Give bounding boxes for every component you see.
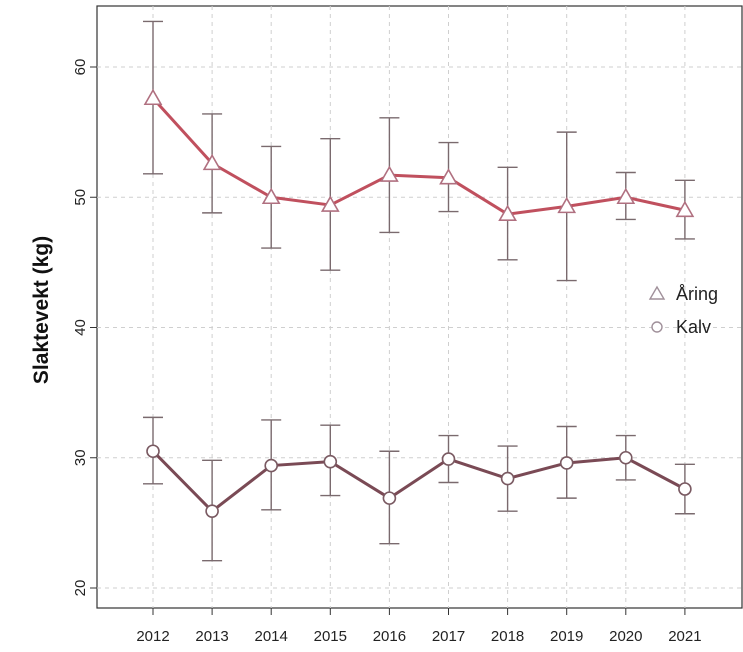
data-point xyxy=(618,450,633,465)
data-point xyxy=(261,187,281,205)
x-tick-label: 2015 xyxy=(314,628,347,645)
data-point xyxy=(559,456,574,470)
y-axis: 20 30 40 50 60 xyxy=(72,59,97,597)
x-tick-label: 2016 xyxy=(373,628,406,645)
data-point xyxy=(500,471,515,486)
legend-label: Kalv xyxy=(676,317,711,337)
series-line xyxy=(151,97,686,216)
series-kalv xyxy=(143,416,695,562)
y-tick-label: 30 xyxy=(72,449,89,466)
x-tick-label: 2021 xyxy=(668,628,701,645)
series-line xyxy=(151,450,686,513)
data-point xyxy=(498,204,517,221)
legend-marker xyxy=(651,321,663,333)
series-layer xyxy=(143,20,695,562)
y-tick-label: 20 xyxy=(72,580,89,597)
grid xyxy=(97,6,742,608)
y-tick-label: 40 xyxy=(72,319,89,336)
data-point xyxy=(557,196,577,214)
x-tick-label: 2014 xyxy=(255,628,288,645)
data-point xyxy=(380,165,399,182)
data-point xyxy=(146,444,160,459)
x-axis: 2012 2013 2014 2015 2016 2017 2018 2019 2020 2021 xyxy=(136,608,702,645)
data-point xyxy=(616,187,636,205)
data-point xyxy=(441,452,456,466)
series-aaring xyxy=(143,20,695,282)
data-point xyxy=(678,482,692,496)
legend: Åring Kalv xyxy=(648,284,718,337)
legend-label: Åring xyxy=(676,284,718,304)
plot-frame xyxy=(96,5,743,609)
data-point xyxy=(382,491,397,505)
y-axis-label: Slaktevekt (kg) xyxy=(30,236,53,384)
x-tick-label: 2018 xyxy=(491,628,524,645)
x-tick-label: 2020 xyxy=(609,628,642,645)
y-tick-label: 50 xyxy=(72,189,89,206)
x-tick-label: 2013 xyxy=(195,628,228,645)
x-tick-label: 2012 xyxy=(136,628,169,645)
data-point xyxy=(202,153,222,171)
x-tick-label: 2019 xyxy=(550,628,583,645)
data-point xyxy=(205,504,219,518)
data-point xyxy=(264,458,279,473)
data-point xyxy=(320,195,340,212)
y-tick-label: 60 xyxy=(72,59,89,76)
x-tick-label: 2017 xyxy=(432,628,465,645)
data-point xyxy=(439,168,458,185)
legend-marker xyxy=(648,285,666,300)
data-point xyxy=(675,200,695,218)
data-point xyxy=(143,88,163,106)
data-point xyxy=(323,454,338,469)
